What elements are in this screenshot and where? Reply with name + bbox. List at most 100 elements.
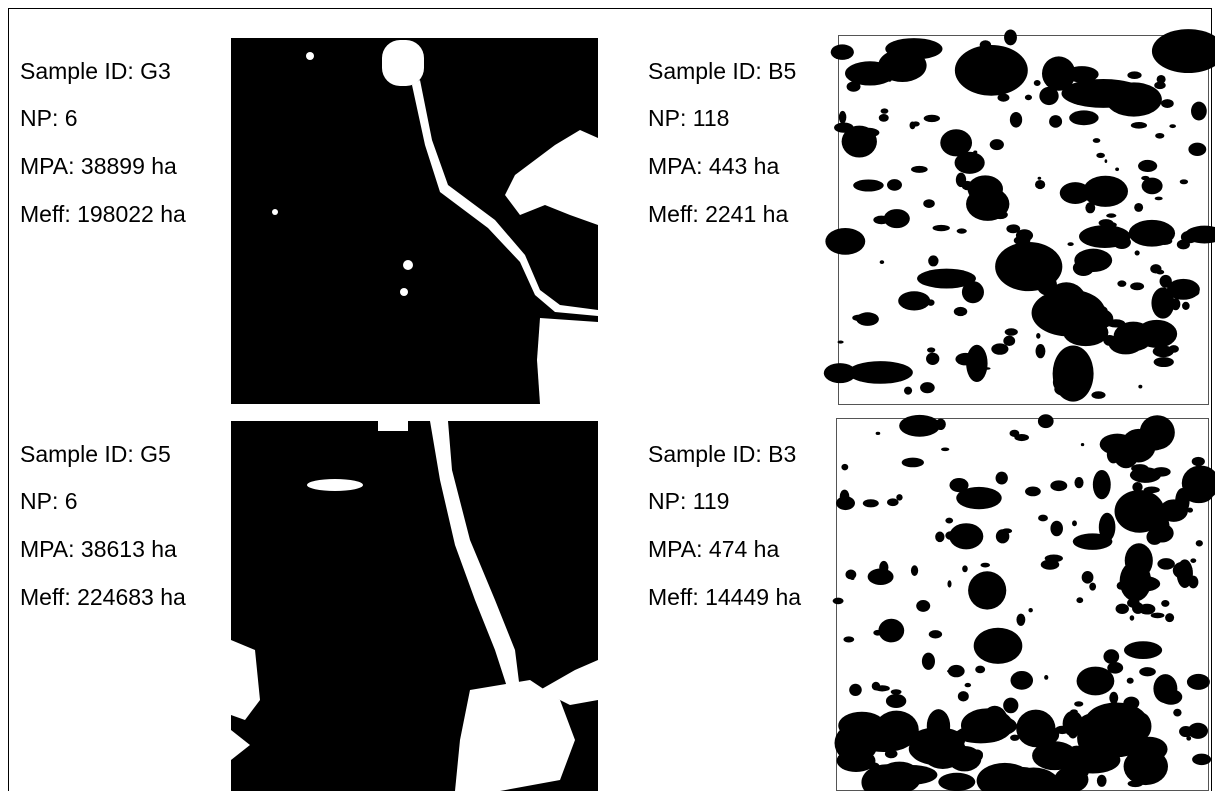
patch: [1010, 671, 1033, 690]
patch: [1169, 345, 1179, 353]
patch: [898, 291, 930, 310]
patch: [841, 464, 848, 470]
patch: [1101, 755, 1105, 760]
patch: [1067, 353, 1075, 357]
patch: [1190, 558, 1196, 563]
patch: [1073, 533, 1113, 549]
patch: [1141, 607, 1151, 612]
patch: [1107, 445, 1120, 463]
patch: [1016, 614, 1025, 626]
patch: [1151, 613, 1165, 619]
patch: [1006, 224, 1020, 233]
patch: [1091, 391, 1105, 399]
patch: [1038, 414, 1054, 428]
patch: [1004, 29, 1017, 45]
patch: [1130, 282, 1144, 290]
patch: [1187, 674, 1210, 690]
patch: [891, 689, 902, 694]
patch: [1074, 701, 1083, 706]
patch: [949, 478, 968, 492]
patch: [853, 179, 884, 191]
patch: [1113, 235, 1131, 249]
patch: [1047, 282, 1086, 318]
patch: [875, 685, 890, 691]
patch: [980, 40, 991, 49]
patch: [995, 242, 1062, 291]
patch: [962, 565, 968, 572]
patch: [971, 487, 986, 498]
patch: [917, 269, 976, 289]
patch: [1005, 328, 1018, 335]
patch: [1114, 322, 1154, 352]
patch: [1025, 95, 1032, 101]
patch: [962, 181, 974, 190]
patch: [1177, 240, 1190, 250]
patch: [1099, 219, 1114, 227]
patch: [1191, 102, 1207, 121]
patch: [1188, 723, 1208, 739]
patch: [1196, 540, 1203, 546]
patch: [880, 260, 884, 264]
patch: [894, 700, 901, 703]
patch: [938, 773, 975, 791]
patch: [1139, 667, 1156, 676]
patch: [887, 498, 899, 506]
patch: [1087, 184, 1104, 197]
patch: [848, 361, 913, 384]
patch: [1076, 597, 1083, 603]
patch: [1192, 457, 1205, 466]
patch: [1050, 521, 1063, 536]
panel-stat: MPA: 38613 ha: [20, 536, 177, 562]
patch: [1129, 220, 1175, 247]
panel-stat: Meff: 224683 ha: [20, 584, 186, 610]
patch: [947, 670, 953, 673]
patch: [945, 531, 955, 540]
panel-stat: Meff: 2241 ha: [648, 201, 788, 227]
patch: [1116, 604, 1129, 614]
patch: [1117, 582, 1126, 590]
patch: [978, 716, 1017, 736]
panel-stat: Sample ID: B3: [648, 441, 796, 467]
patch: [990, 139, 1004, 150]
patch: [839, 111, 846, 124]
patch: [1127, 678, 1134, 684]
patch: [1038, 515, 1048, 522]
patch: [894, 372, 898, 377]
patch: [863, 499, 879, 507]
patch: [926, 353, 939, 365]
patch: [1106, 213, 1116, 217]
patch: [1160, 499, 1188, 522]
patch: [861, 65, 880, 80]
patch: [1106, 82, 1162, 116]
patch: [1074, 477, 1083, 488]
patch: [968, 583, 979, 596]
patch: [929, 630, 942, 638]
patch: [1039, 87, 1058, 105]
patch: [1038, 177, 1042, 180]
patch: [916, 600, 930, 612]
patch: [984, 367, 991, 370]
patch: [996, 529, 1010, 543]
patch: [1151, 287, 1174, 318]
panel-stat: NP: 119: [648, 488, 729, 514]
patch: [1074, 249, 1112, 272]
patch: [927, 709, 950, 743]
patch: [902, 458, 924, 468]
patch: [1003, 336, 1015, 346]
patch: [1063, 319, 1108, 347]
patch: [1034, 80, 1041, 86]
patch: [1025, 487, 1041, 497]
patch: [899, 415, 940, 437]
patch: [851, 577, 855, 580]
patch: [1182, 302, 1190, 310]
patch: [911, 166, 928, 173]
patch: [975, 666, 985, 674]
patch: [1154, 357, 1174, 367]
patch: [881, 108, 889, 113]
patch: [1173, 709, 1181, 717]
patch: [1109, 692, 1118, 704]
patch: [1131, 122, 1147, 129]
patch: [974, 628, 1023, 664]
patch: [1096, 153, 1105, 158]
patch: [1117, 280, 1126, 286]
